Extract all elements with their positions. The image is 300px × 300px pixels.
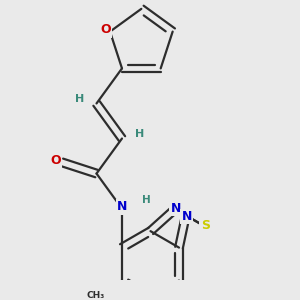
Text: N: N	[171, 202, 181, 215]
Text: O: O	[100, 23, 111, 36]
Text: CH₃: CH₃	[86, 291, 104, 300]
Text: N: N	[117, 200, 127, 213]
Text: H: H	[135, 129, 144, 139]
Text: H: H	[142, 195, 151, 205]
Text: H: H	[75, 94, 84, 104]
Text: S: S	[201, 219, 210, 232]
Text: O: O	[50, 154, 61, 167]
Text: N: N	[182, 210, 192, 223]
